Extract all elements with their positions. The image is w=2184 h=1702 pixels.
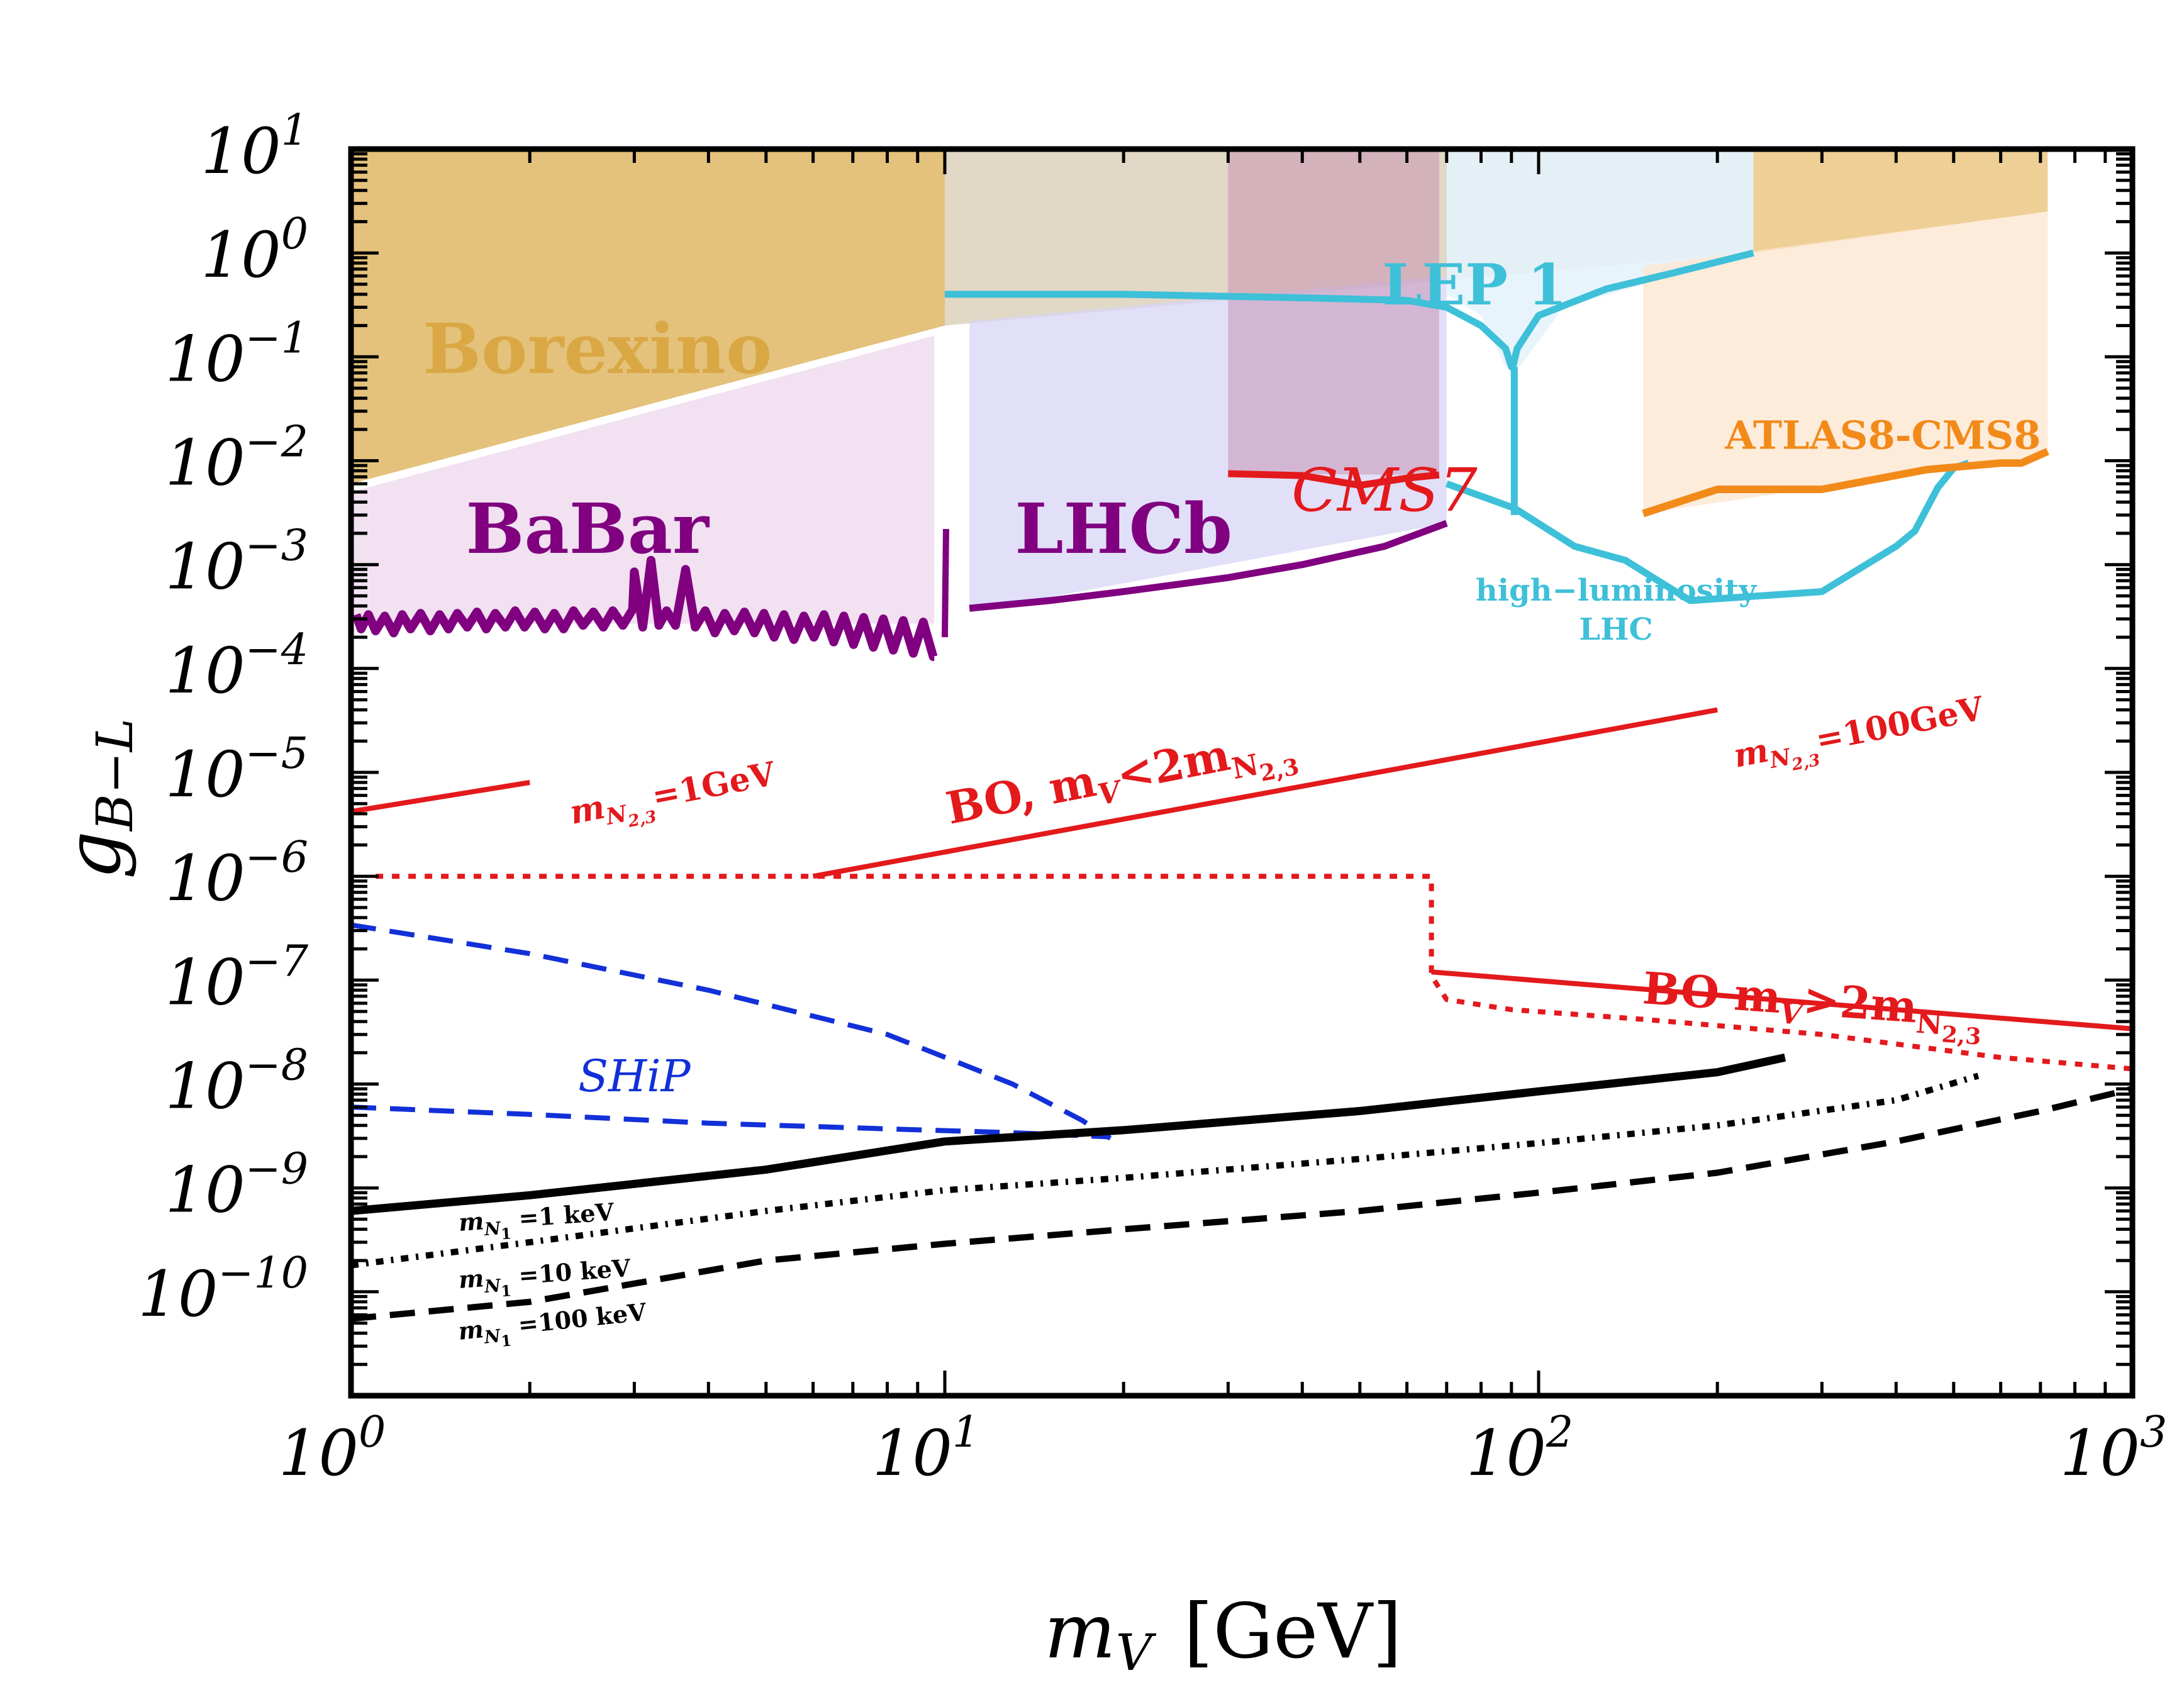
bo-high-subsub: 2,3 [1941,1021,1981,1050]
series-lhcb [969,520,1448,612]
series-mn1-100-kev [351,1086,2132,1322]
region-babar-region [351,335,935,624]
series-cms7 [1228,470,1440,489]
region-borexino-high [1753,149,2048,253]
region-atlas-region [1643,211,2048,514]
series-ship-upper [351,922,1112,1141]
label-lhcb: LHCb [1015,488,1232,569]
x-axis-title-main: m [1044,1588,1116,1676]
y-tick-label: 10−10 [138,1249,308,1331]
y-axis-title-main: g [50,831,138,879]
label-atlas8-cms8: ATLAS8-CMS8 [1724,413,2041,459]
y-tick-label: 10−9 [165,1145,309,1227]
mn1-10-subsub: 1 [500,1281,512,1300]
y-tick-label: 10−4 [165,625,309,708]
x-tick-label: 100 [279,1408,386,1490]
bo-low-sub2: N [1229,747,1262,786]
series-babar [352,555,938,661]
series-bo-mn-100gev [812,707,1718,879]
y-tick-label: 10−7 [165,937,309,1019]
mn1-1-sub: N [483,1218,502,1240]
label-cms7: CMS7 [1291,456,1478,525]
y-tick-label: 10−6 [165,833,309,915]
x-tick-label: 102 [1466,1408,1574,1490]
y-tick-label: 100 [201,209,308,292]
mn1-100-sub: N [482,1325,502,1348]
label-ship: SHiP [578,1050,691,1102]
label-high-luminosity: high−luminosity [1476,573,1758,608]
mn1-1-lead: m [457,1206,484,1237]
region-labels: Borexino BaBar LHCb CMS7 LEP 1 ATLAS8-CMS8 hig… [423,252,2041,1102]
mn1-100-lead: m [457,1315,485,1345]
y-tick-label: 10−2 [165,418,309,500]
series-babar-edge [942,529,949,638]
region-lep-region [1446,149,1754,367]
x-tick-label: 103 [2060,1408,2168,1490]
x-axis-title-sub: V [1116,1623,1157,1682]
bo-high-sub2: N [1915,1006,1944,1042]
y-axis-title: gB−L [50,718,144,879]
mn23-1-lead: m [567,787,608,832]
x-tick-label: 101 [872,1408,980,1490]
plot-frame [348,146,2136,1399]
series-lines [351,249,2132,1322]
region-cms7-region [1228,149,1439,476]
svg-text:BO mV>2mN2,3: BO mV>2mN2,3 [1640,962,1985,1050]
series-lep-1 [945,249,1754,370]
y-tick-label: 10−3 [165,521,309,604]
series-bo-m-v-2m-n [1431,969,2132,1032]
mn1-100-subsub: 1 [500,1331,513,1350]
y-tick-label: 101 [201,106,308,188]
x-axis-title: mV [GeV] [1044,1588,1402,1682]
y-tick-label: 10−8 [165,1041,309,1123]
series-bo-dotted [376,874,2132,1072]
y-tick-label: 10−1 [165,313,309,396]
bo-high-tail: >2m [1802,973,1919,1033]
shaded-regions [351,149,2048,624]
y-tick-label: 10−5 [165,729,309,811]
series-mn1-1-kev [351,1053,1786,1215]
y-axis-title-sub: B−L [86,718,144,832]
mn1-10-sub: N [483,1275,502,1297]
series-mn1-10-kev [351,1072,1980,1269]
series-atlas8-cms8 [1642,448,2049,518]
series-bo-mn-1gev [351,780,530,815]
label-lhc: LHC [1579,612,1652,647]
mn1-10-lead: m [457,1264,484,1294]
mn1-1-subsub: 1 [500,1224,512,1243]
annotation-bo-high: BO mV>2mN2,3 [1640,962,1985,1050]
label-babar: BaBar [465,488,710,569]
label-borexino: Borexino [423,308,772,389]
region-borexino [351,149,945,484]
label-lep-1: LEP 1 [1382,252,1567,318]
y-axis-title-group: gB−L [50,718,144,879]
axis-ticks: 100 101 102 103 101 100 10−1 10−2 10−3 10−4 10−5 10… [138,106,2167,1490]
bo-high-text: BO m [1641,962,1783,1023]
x-axis-title-unit: [GeV] [1184,1588,1402,1676]
series-high-luminosity-lhc [1445,459,1970,604]
mn23-100-lead: m [1730,731,1772,775]
